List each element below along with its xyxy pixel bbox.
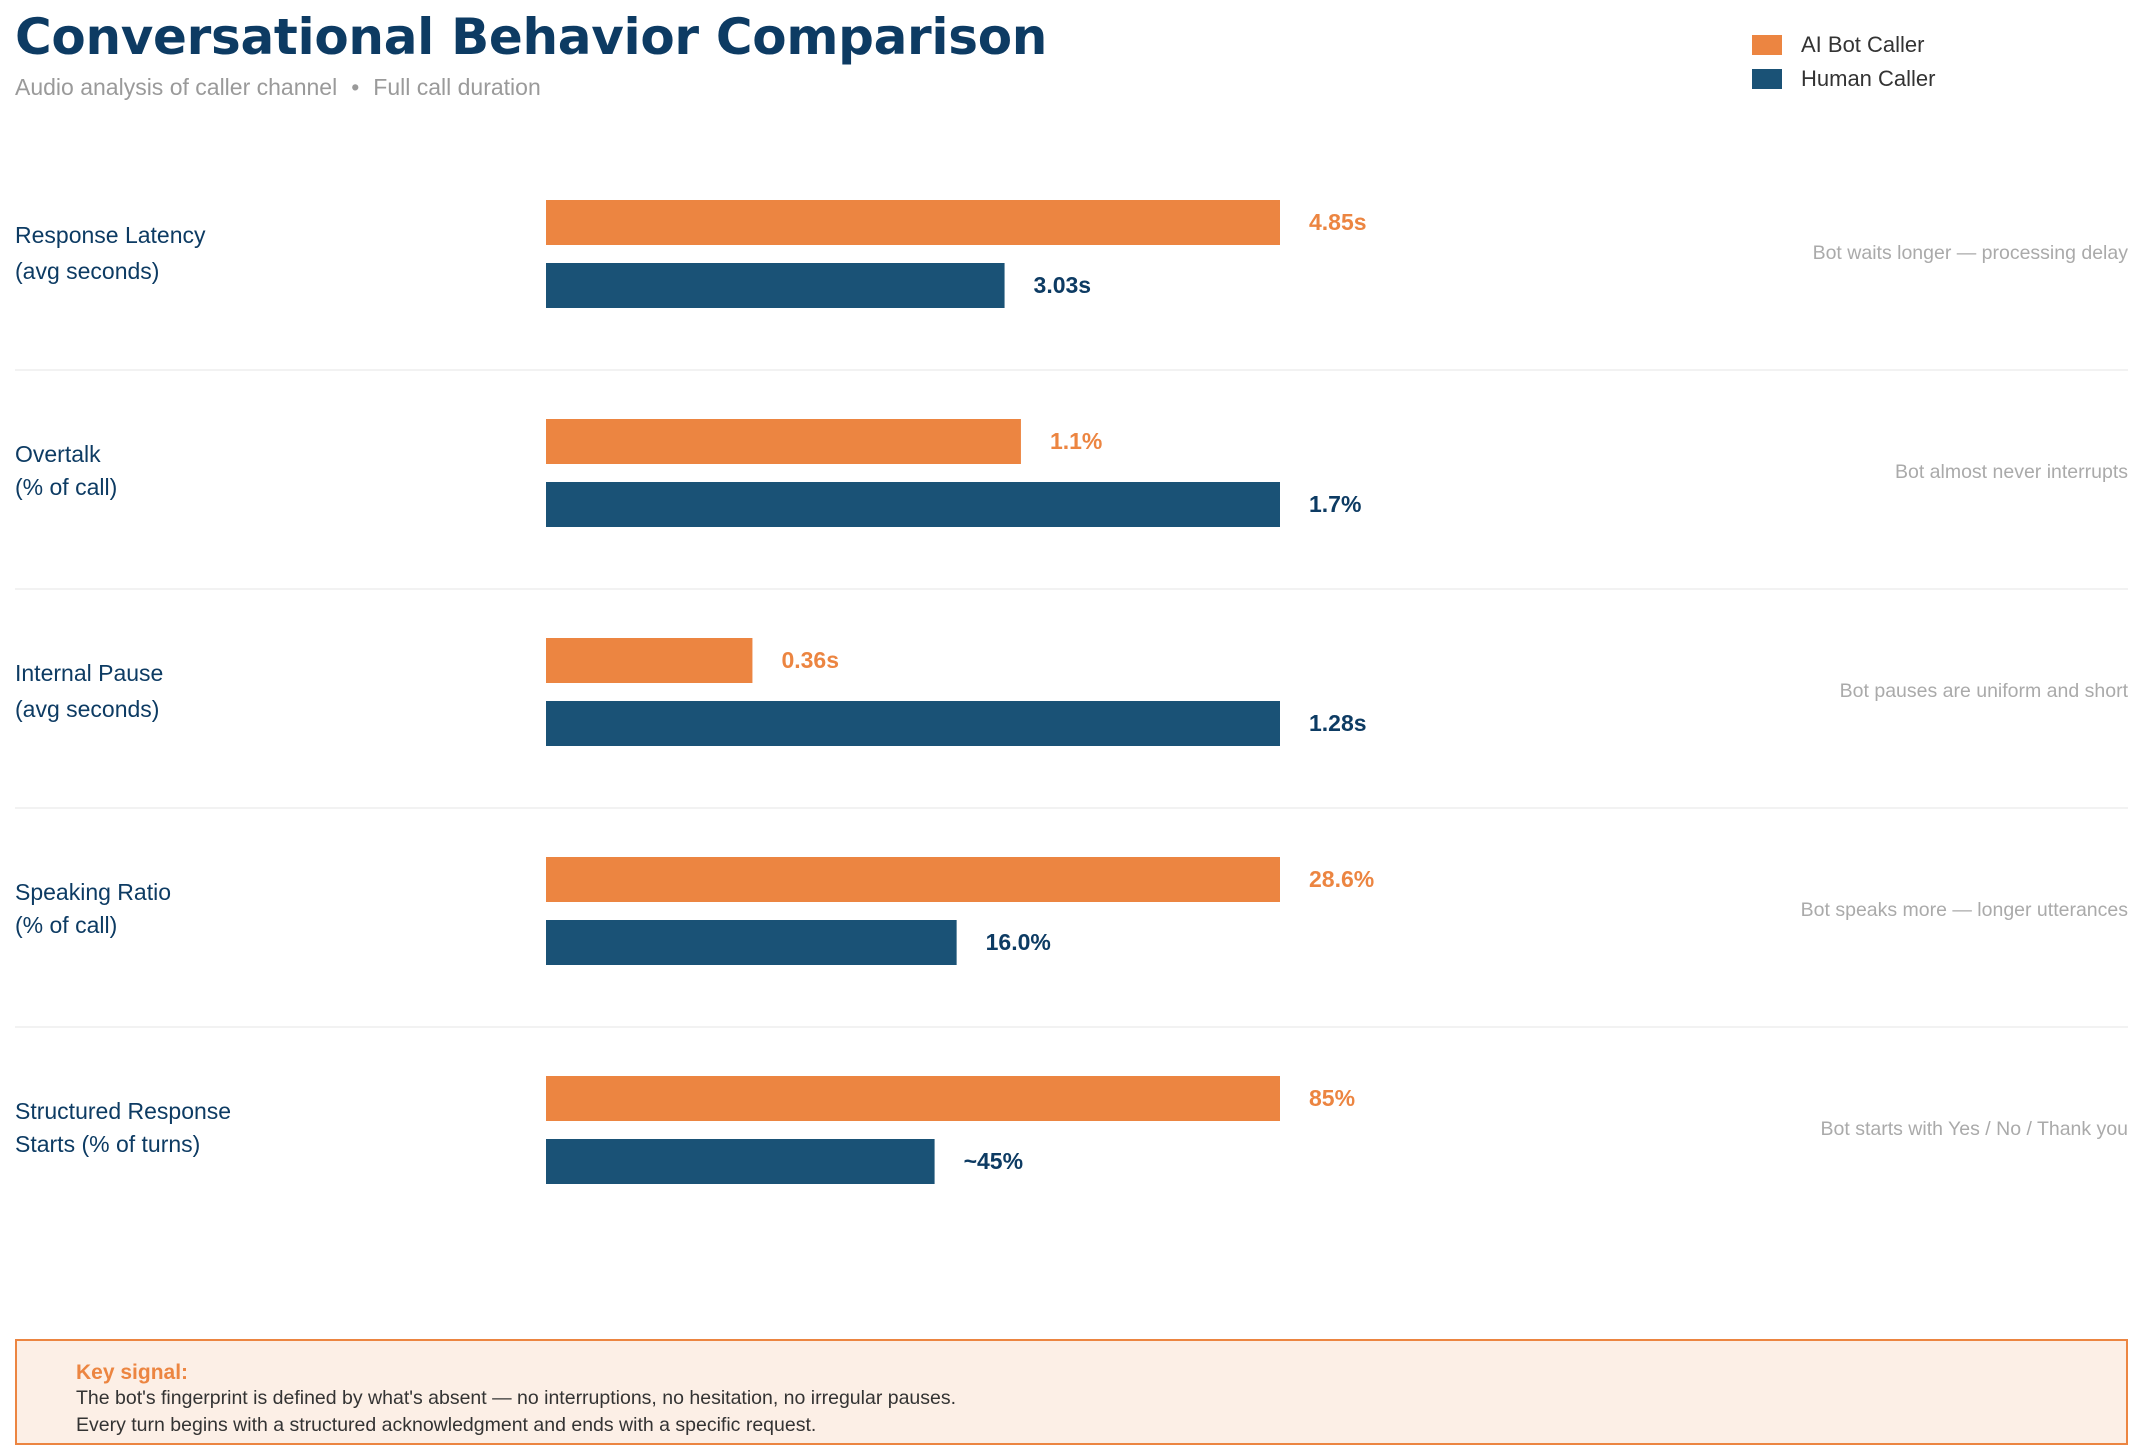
subtitle-part-1: Audio analysis of caller channel — [15, 74, 338, 100]
key-signal-callout: Key signal: The bot's fingerprint is def… — [15, 1339, 2128, 1445]
callout-line-1: The bot's fingerprint is defined by what… — [76, 1387, 957, 1409]
human-bar — [546, 482, 1280, 527]
human-value-label: 3.03s — [1034, 272, 1092, 298]
chart-title: Conversational Behavior Comparison — [15, 8, 1048, 66]
human-value-label: 1.7% — [1309, 491, 1361, 517]
metric-note: Bot waits longer — processing delay — [1813, 242, 2129, 264]
bot-value-label: 28.6% — [1309, 866, 1374, 892]
metric-note: Bot pauses are uniform and short — [1840, 680, 2129, 702]
metric-label: Response Latency — [15, 222, 206, 248]
metric-label: Starts (% of turns) — [15, 1131, 200, 1157]
metric-label: (avg seconds) — [15, 696, 159, 722]
bar-chart: Response Latency (avg seconds) 4.85s 3.03s B… — [15, 200, 2129, 1184]
callout-title: Key signal: — [76, 1361, 189, 1384]
bot-bar — [546, 419, 1021, 464]
human-bar — [546, 263, 1005, 308]
bot-bar — [546, 1076, 1280, 1121]
bot-value-label: 1.1% — [1050, 428, 1102, 454]
subtitle-part-2: Full call duration — [373, 74, 541, 100]
metric-label: (% of call) — [15, 474, 117, 500]
bot-bar — [546, 200, 1280, 245]
human-value-label: ~45% — [964, 1148, 1023, 1174]
human-bar — [546, 920, 957, 965]
subtitle-separator: • — [351, 74, 360, 100]
metric-label: Overtalk — [15, 441, 101, 467]
human-value-label: 16.0% — [986, 929, 1051, 955]
human-bar — [546, 1139, 935, 1184]
legend: AI Bot Caller Human Caller — [1752, 28, 1936, 96]
metric-note: Bot starts with Yes / No / Thank you — [1821, 1118, 2128, 1140]
bot-bar — [546, 638, 753, 683]
metric-label: Speaking Ratio — [15, 879, 171, 905]
metric-label: (avg seconds) — [15, 258, 159, 284]
legend-swatch-human — [1752, 69, 1782, 89]
legend-swatch-bot — [1752, 35, 1782, 55]
chart-subtitle: Audio analysis of caller channel • Full ca… — [15, 74, 541, 101]
metric-note: Bot almost never interrupts — [1895, 461, 2128, 483]
metric-label: (% of call) — [15, 912, 117, 938]
bot-value-label: 85% — [1309, 1085, 1355, 1111]
callout-line-2: Every turn begins with a structured ackn… — [76, 1414, 817, 1436]
metric-note: Bot speaks more — longer utterances — [1801, 899, 2129, 921]
legend-label-bot: AI Bot Caller — [1801, 32, 1925, 57]
legend-item-human: Human Caller — [1752, 62, 1936, 96]
human-value-label: 1.28s — [1309, 710, 1367, 736]
legend-label-human: Human Caller — [1801, 66, 1936, 91]
bot-bar — [546, 857, 1280, 902]
bot-value-label: 0.36s — [781, 647, 839, 673]
metric-label: Structured Response — [15, 1098, 231, 1124]
bot-value-label: 4.85s — [1309, 209, 1367, 235]
metric-label: Internal Pause — [15, 660, 163, 686]
human-bar — [546, 701, 1280, 746]
legend-item-bot: AI Bot Caller — [1752, 28, 1936, 62]
